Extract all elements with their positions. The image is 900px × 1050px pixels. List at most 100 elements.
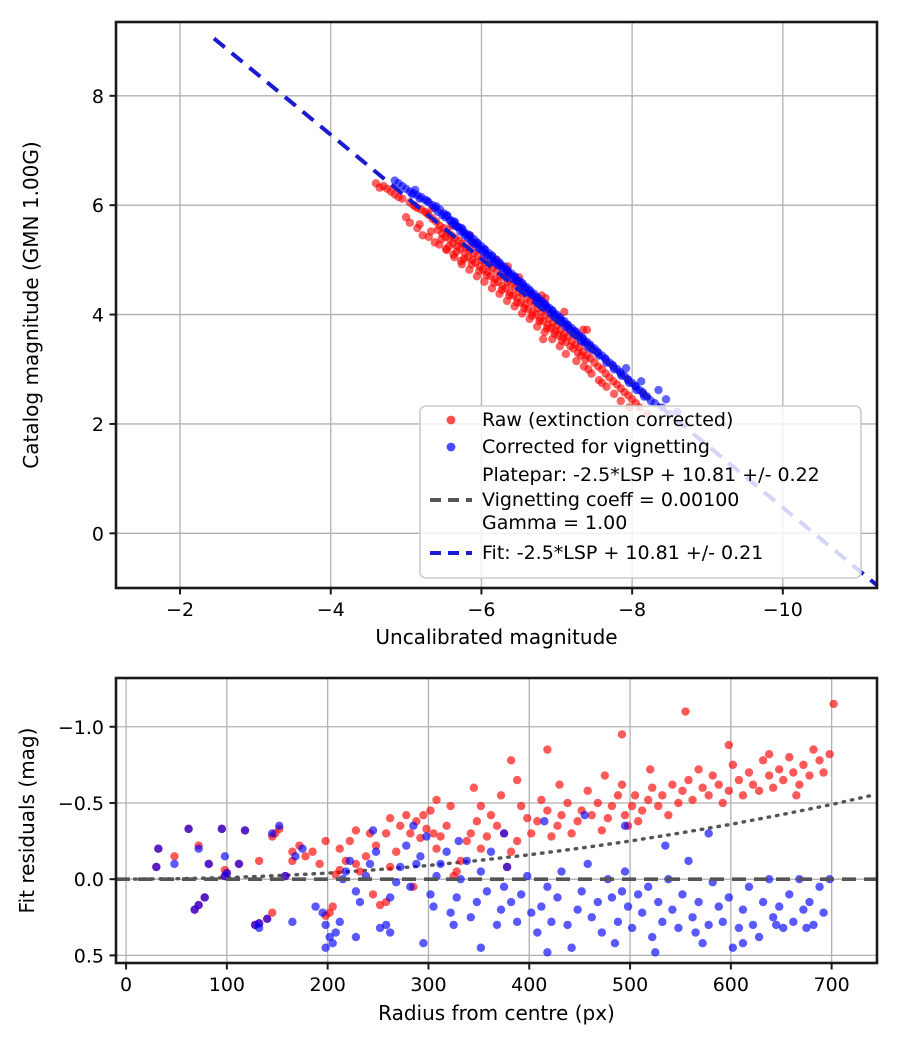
data-point	[402, 841, 411, 850]
data-point	[476, 844, 486, 853]
data-point	[609, 389, 619, 399]
data-point	[240, 826, 250, 835]
data-point	[510, 302, 519, 311]
data-point	[422, 832, 431, 841]
data-point	[648, 932, 657, 942]
data-point	[328, 902, 337, 911]
data-point	[557, 867, 566, 876]
data-point	[708, 771, 717, 780]
data-point	[758, 897, 768, 907]
data-point	[654, 385, 663, 395]
xtick-label: 200	[310, 974, 346, 996]
data-point	[785, 753, 794, 762]
ytick-label: 0.5	[74, 945, 104, 967]
data-point	[674, 798, 683, 808]
top-panel-xlabel: Uncalibrated magnitude	[375, 625, 617, 649]
data-point	[495, 258, 504, 267]
xtick-label: −6	[467, 599, 495, 621]
data-point	[262, 914, 272, 923]
data-point	[396, 821, 405, 831]
data-point	[698, 938, 707, 948]
data-point	[419, 938, 428, 948]
data-point	[345, 856, 355, 866]
data-point	[805, 771, 814, 780]
data-point	[452, 893, 461, 902]
legend-item[interactable]: Vignetting coeff = 0.00100	[430, 489, 739, 511]
data-point	[402, 810, 411, 820]
data-point	[728, 943, 738, 952]
data-point	[154, 844, 163, 853]
data-point	[651, 948, 660, 957]
data-point	[694, 897, 703, 907]
data-point	[466, 913, 475, 922]
data-point	[465, 231, 474, 240]
data-point	[345, 836, 355, 846]
data-point	[658, 917, 667, 927]
data-point	[607, 801, 617, 811]
data-point	[472, 238, 482, 247]
data-point	[748, 780, 758, 789]
data-point	[435, 240, 444, 249]
bottom-panel-yaxis: 0.5 0.0 −0.5 −1.0 Fit residuals (mag)	[15, 717, 116, 967]
data-point	[532, 322, 542, 331]
data-point	[587, 369, 596, 378]
data-point	[539, 334, 548, 344]
legend-item[interactable]: Fit: -2.5*LSP + 10.81 +/- 0.21	[430, 542, 763, 564]
data-point	[442, 821, 451, 831]
legend-item[interactable]: Corrected for vignetting	[446, 436, 710, 458]
data-point	[678, 890, 687, 899]
data-point	[768, 783, 778, 792]
data-point	[607, 893, 617, 902]
xtick-label: 500	[612, 974, 648, 996]
data-point	[506, 897, 516, 907]
data-point	[617, 780, 627, 789]
data-point	[375, 183, 384, 192]
data-point	[704, 920, 713, 930]
data-point	[724, 786, 734, 795]
data-point	[532, 292, 542, 302]
data-point	[627, 801, 637, 811]
data-point	[415, 194, 424, 203]
data-point	[194, 844, 203, 853]
data-point	[583, 859, 592, 869]
top-panel-yaxis: 0 2 4 6 8 Catalog magnitude (GMN 1.00G)	[19, 86, 116, 545]
data-point	[537, 902, 546, 911]
data-point	[555, 780, 564, 789]
data-point	[795, 780, 804, 789]
data-point	[802, 923, 811, 933]
legend-item[interactable]: Gamma = 1.00	[482, 512, 627, 534]
data-point	[385, 928, 395, 937]
data-point	[495, 289, 504, 298]
data-point	[442, 847, 451, 856]
data-point	[615, 367, 625, 377]
data-point	[829, 699, 838, 709]
data-point	[620, 867, 630, 876]
data-point	[646, 765, 655, 774]
data-point	[466, 829, 475, 838]
data-point	[718, 798, 727, 808]
legend-item[interactable]: Platepar: -2.5*LSP + 10.81 +/- 0.22	[482, 464, 820, 486]
data-point	[409, 821, 418, 831]
data-point	[390, 176, 399, 185]
ytick-label: 2	[92, 414, 104, 436]
data-point	[718, 917, 727, 927]
data-point	[170, 852, 179, 861]
legend-label: Platepar: -2.5*LSP + 10.81 +/- 0.22	[482, 464, 820, 486]
data-point	[714, 902, 723, 911]
data-point	[472, 272, 482, 281]
data-point	[341, 867, 351, 876]
data-point	[406, 829, 415, 838]
data-point	[392, 878, 401, 887]
data-point	[825, 750, 834, 759]
data-point	[482, 271, 491, 280]
legend-item[interactable]: Raw (extinction corrected)	[446, 409, 734, 431]
data-point	[351, 887, 361, 896]
data-point	[371, 841, 381, 850]
data-point	[385, 893, 395, 902]
data-point	[764, 750, 774, 759]
xtick-label: 600	[713, 974, 749, 996]
data-point	[674, 923, 683, 933]
data-point	[789, 917, 798, 927]
data-point	[809, 920, 818, 930]
data-point	[371, 847, 381, 856]
